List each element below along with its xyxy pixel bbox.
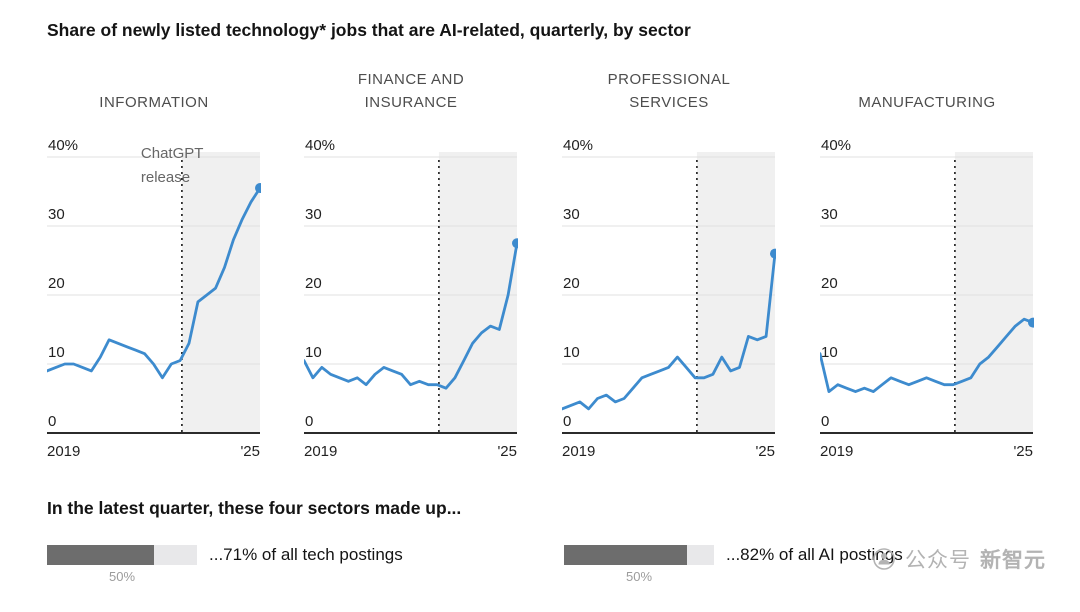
panel-title: INFORMATION — [99, 94, 209, 111]
x-end-label: '25 — [497, 443, 517, 460]
sector-bar-fill — [47, 545, 154, 565]
sector-bar-fill — [564, 545, 687, 565]
panel-chart: 40% 30 20 10 0 2019 '25 — [820, 140, 1034, 460]
bar-50pct-label: 50% — [108, 569, 136, 584]
bar-track: 50% — [564, 545, 714, 584]
latest-value-dot — [770, 248, 776, 259]
y-tick-label: 0 — [821, 413, 829, 430]
chatgpt-release-annotation: release — [141, 169, 190, 186]
y-tick-label: 20 — [305, 275, 322, 292]
trend-line — [562, 252, 776, 411]
panel-title: MANUFACTURING — [858, 94, 996, 111]
page-title: Share of newly listed technology* jobs t… — [47, 20, 691, 40]
y-tick-label: 10 — [305, 344, 322, 361]
x-start-label: 2019 — [304, 443, 337, 460]
y-tick-label: 40% — [821, 140, 851, 154]
chart-panel: INFORMATION ChatGPT release 40% 30 20 10 0 2019 '… — [47, 68, 261, 470]
panel-title: FINANCE AND INSURANCE — [357, 71, 465, 111]
charts-row: INFORMATION ChatGPT release 40% 30 20 10 0 2019 '… — [47, 68, 1034, 470]
watermark-account-type: 公众号 — [905, 549, 971, 572]
post-event-shade — [696, 152, 775, 433]
bar-50pct-label: 50% — [625, 569, 653, 584]
y-tick-label: 30 — [821, 206, 838, 223]
y-tick-label: 0 — [563, 413, 571, 430]
panel-chart: 40% 30 20 10 0 2019 '25 — [562, 140, 776, 460]
y-tick-label: 10 — [48, 344, 65, 361]
x-start-label: 2019 — [820, 443, 853, 460]
y-tick-label: 0 — [48, 413, 56, 430]
y-tick-label: 30 — [48, 206, 65, 223]
bar-caption: ...82% of all AI postings — [726, 545, 903, 564]
chart-panel: PROFESSIONAL SERVICES 40% 30 20 10 0 2019 '25 — [562, 68, 776, 470]
trend-line — [304, 241, 518, 390]
bar-caption: ...71% of all tech postings — [209, 545, 403, 564]
y-tick-label: 40% — [563, 140, 593, 154]
post-event-shade — [954, 152, 1033, 433]
y-tick-label: 30 — [563, 206, 580, 223]
watermark: 公众号 新智元 — [872, 544, 1046, 574]
y-tick-label: 20 — [563, 275, 580, 292]
x-start-label: 2019 — [562, 443, 595, 460]
y-tick-label: 0 — [305, 413, 313, 430]
post-event-shade — [438, 152, 517, 433]
chart-panel: FINANCE AND INSURANCE 40% 30 20 10 0 2019 '25 — [304, 68, 518, 470]
latest-value-dot — [512, 238, 518, 249]
post-event-shade — [181, 152, 260, 433]
x-end-label: '25 — [755, 443, 775, 460]
y-tick-label: 40% — [48, 140, 78, 154]
y-tick-label: 20 — [48, 275, 65, 292]
y-tick-label: 20 — [821, 275, 838, 292]
bar-track: 50% — [47, 545, 197, 584]
watermark-account-name: 新智元 — [980, 549, 1046, 572]
latest-value-dot — [255, 183, 261, 194]
tech-postings-bar-group: 50% ...71% of all tech postings — [47, 545, 403, 584]
chart-panel: MANUFACTURING 40% 30 20 10 0 2019 '25 — [820, 68, 1034, 470]
trend-line — [47, 186, 261, 380]
footer-heading: In the latest quarter, these four sector… — [47, 498, 462, 518]
x-start-label: 2019 — [47, 443, 80, 460]
y-tick-label: 10 — [563, 344, 580, 361]
chatgpt-release-annotation: ChatGPT — [141, 145, 204, 162]
trend-line — [820, 317, 1034, 393]
x-end-label: '25 — [240, 443, 260, 460]
panel-chart: 40% 30 20 10 0 2019 '25 — [304, 140, 518, 460]
y-tick-label: 30 — [305, 206, 322, 223]
y-tick-label: 40% — [305, 140, 335, 154]
latest-value-dot — [1028, 317, 1034, 328]
panel-title: PROFESSIONAL SERVICES — [607, 71, 731, 111]
ai-postings-bar-group: 50% ...82% of all AI postings — [564, 545, 903, 584]
panel-chart: ChatGPT release 40% 30 20 10 0 2019 '25 — [47, 140, 261, 460]
y-tick-label: 10 — [821, 344, 838, 361]
wechat-official-account-icon — [872, 547, 896, 571]
x-end-label: '25 — [1013, 443, 1033, 460]
